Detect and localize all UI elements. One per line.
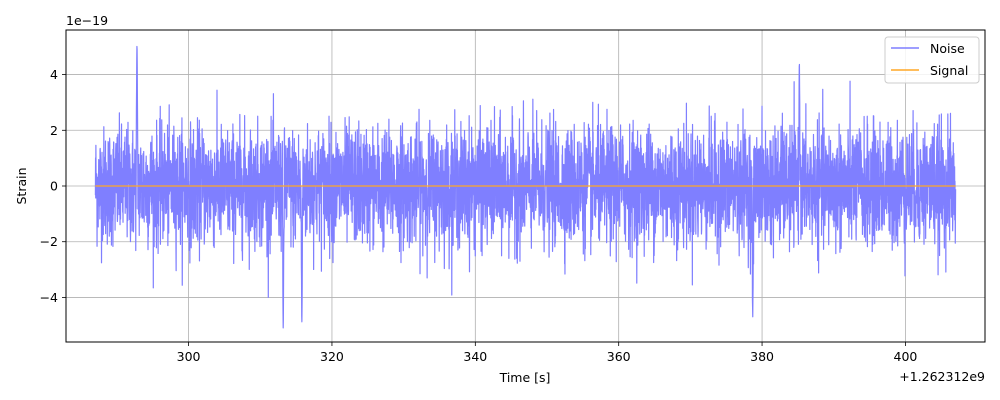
y-scale-label: 1e−19 <box>66 13 108 28</box>
y-tick-label: 4 <box>50 67 58 82</box>
y-tick-label: −4 <box>40 290 58 305</box>
x-offset-label: +1.262312e9 <box>899 369 985 384</box>
y-tick-label: −2 <box>40 234 58 249</box>
ticks: 300 320 340 360 380 400 −4 −2 0 2 4 <box>40 67 918 364</box>
series-layer <box>94 45 957 329</box>
x-tick-label: 400 <box>894 349 918 364</box>
x-tick-label: 380 <box>750 349 774 364</box>
x-tick-label: 360 <box>607 349 631 364</box>
x-tick-label: 300 <box>177 349 201 364</box>
legend-noise-label: Noise <box>930 41 965 56</box>
legend: Noise Signal <box>884 36 980 84</box>
y-tick-label: 2 <box>50 123 58 138</box>
x-tick-label: 340 <box>463 349 487 364</box>
x-tick-label: 320 <box>320 349 344 364</box>
legend-signal-label: Signal <box>930 63 968 78</box>
y-axis-label: Strain <box>14 167 29 204</box>
x-axis-label: Time [s] <box>499 370 551 385</box>
y-tick-label: 0 <box>50 179 58 194</box>
noise-series-line <box>94 45 957 329</box>
